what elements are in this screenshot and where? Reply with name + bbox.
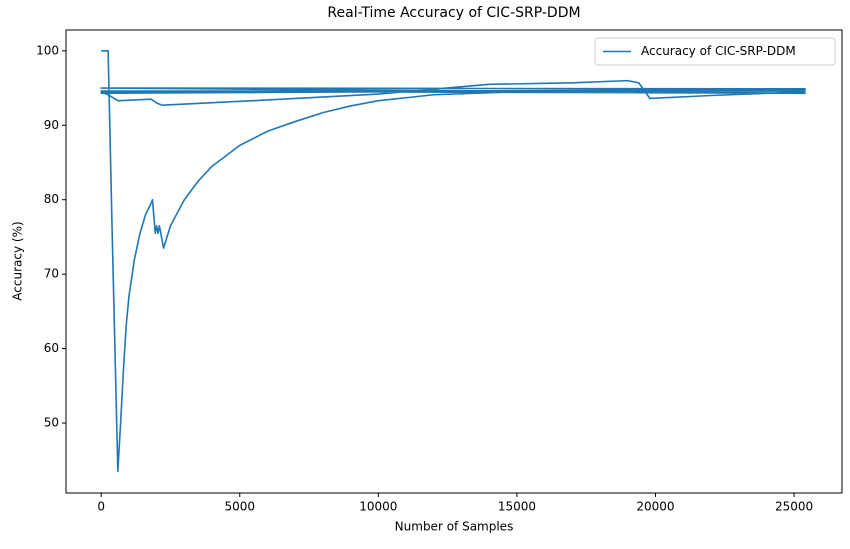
data-line — [100, 50, 806, 473]
x-axis-label: Number of Samples — [395, 520, 514, 534]
legend-box — [594, 37, 836, 66]
y-tick-label: 60 — [44, 341, 59, 355]
x-tick-label: 0 — [97, 500, 105, 514]
plot-frame — [65, 29, 843, 494]
y-tick-label: 90 — [44, 118, 59, 132]
x-tick-label: 5000 — [224, 500, 255, 514]
y-tick-label: 80 — [44, 192, 59, 206]
chart-title: Real-Time Accuracy of CIC-SRP-DDM — [327, 5, 580, 21]
legend-label: Accuracy of CIC-SRP-DDM — [641, 44, 796, 58]
x-tick-label: 25000 — [775, 500, 813, 514]
y-tick-label: 50 — [44, 416, 59, 430]
y-axis-label: Accuracy (%) — [11, 221, 25, 300]
x-tick-label: 10000 — [359, 500, 397, 514]
x-tick-label: 20000 — [636, 500, 674, 514]
y-tick-label: 70 — [44, 267, 59, 281]
x-tick-label: 15000 — [498, 500, 536, 514]
y-tick-label: 100 — [36, 43, 59, 57]
